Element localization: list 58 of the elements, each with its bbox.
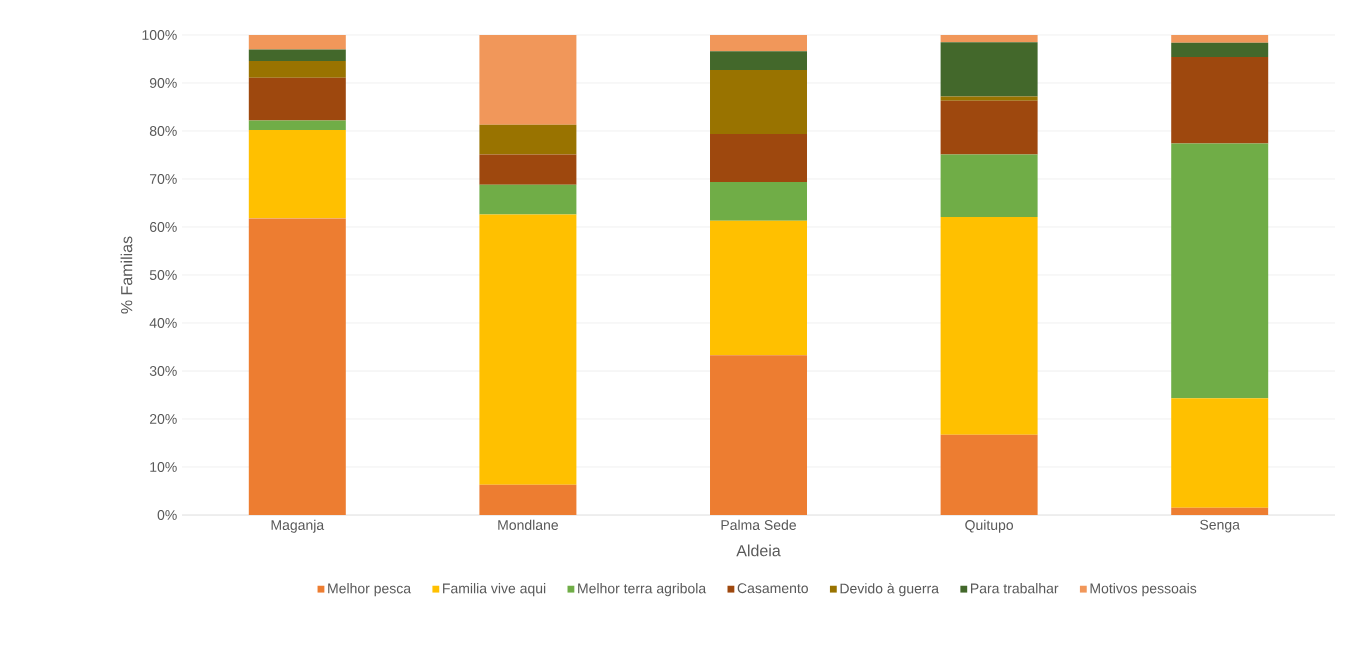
bar: [710, 70, 808, 134]
y-tick-label: 80%: [149, 126, 177, 136]
y-tick-label: 60%: [149, 222, 177, 232]
y-tick-label: 70%: [149, 174, 177, 184]
x-tick-label: Mondlane: [498, 519, 558, 530]
bar: [479, 35, 577, 125]
bar: [479, 124, 577, 155]
bar: [1171, 42, 1269, 58]
x-axis-title: Aldeia: [736, 544, 781, 557]
y-axis-title: % Familias: [120, 236, 133, 314]
bar: [1171, 35, 1269, 43]
legend-label: Devido à guerra: [840, 583, 939, 597]
bar: [710, 133, 808, 182]
bar: [710, 181, 808, 221]
bar: [1171, 398, 1269, 508]
bar: [248, 218, 346, 515]
legend-label: Familia vive aqui: [443, 583, 546, 597]
bar: [248, 35, 346, 50]
y-tick-label: 20%: [149, 414, 177, 424]
bar: [710, 35, 808, 52]
bar: [248, 49, 346, 61]
bar: [248, 120, 346, 131]
bar: [479, 484, 577, 515]
bar: [479, 184, 577, 215]
y-tick-label: 30%: [149, 366, 177, 376]
legend-label: Melhor terra agribola: [578, 583, 707, 597]
legend-label: Melhor pesca: [328, 583, 412, 597]
bar: [940, 216, 1038, 435]
x-tick-label: Maganja: [271, 519, 325, 533]
bar: [940, 35, 1038, 43]
legend-label: Casamento: [737, 583, 808, 594]
bar: [1171, 57, 1269, 144]
bar: [248, 77, 346, 121]
bar: [940, 96, 1038, 101]
x-tick-label: Quitupo: [965, 519, 1014, 533]
bar: [710, 51, 808, 71]
legend-label: Para trabalhar: [971, 583, 1059, 594]
x-tick-label: Senga: [1200, 519, 1240, 533]
x-tick-label: Palma Sede: [721, 519, 796, 530]
bar: [248, 130, 346, 219]
y-tick-label: 90%: [149, 78, 177, 88]
bar: [710, 355, 808, 515]
y-tick-label: 40%: [149, 318, 177, 328]
y-tick-label: 50%: [149, 270, 177, 280]
bar: [940, 42, 1038, 97]
bar: [479, 214, 577, 485]
bar: [940, 100, 1038, 155]
bar: [940, 154, 1038, 217]
y-tick-label: 10%: [150, 462, 177, 472]
bar: [940, 434, 1038, 515]
bar: [1171, 507, 1269, 515]
y-tick-label: 0%: [157, 510, 177, 520]
y-tick-label: 100%: [142, 30, 177, 40]
bar: [479, 154, 577, 185]
legend-label: Motivos pessoais: [1090, 583, 1197, 597]
bar: [248, 60, 346, 78]
bar: [710, 220, 808, 356]
bar: [1171, 143, 1269, 399]
